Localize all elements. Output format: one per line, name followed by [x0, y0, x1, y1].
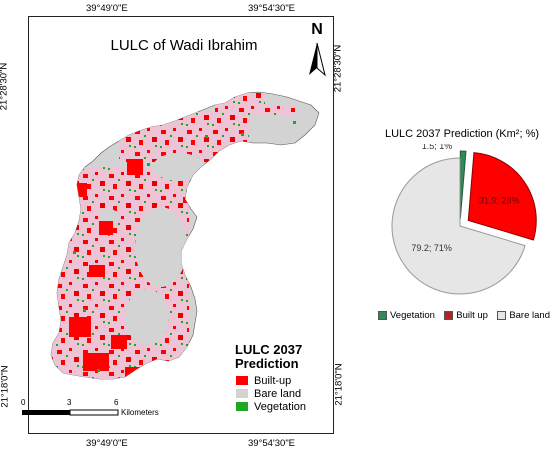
legend-item-vegetation: Vegetation	[235, 400, 333, 413]
bareland-swatch	[236, 389, 248, 398]
coord-top-left: 39°49'0"E	[86, 3, 128, 14]
scale-unit: Kilometers	[121, 408, 159, 417]
pie-legend-label-vegetation: Vegetation	[390, 310, 435, 321]
coord-bottom-right: 39°54'30"E	[248, 438, 296, 449]
coord-left-bottom: 21°18'0"N	[0, 365, 11, 408]
pie-slice-bare-land	[391, 157, 526, 295]
legend-item-bareland: Bare land	[235, 387, 333, 400]
map-title: LULC of Wadi Ibrahim	[110, 37, 258, 54]
map-legend: LULC 2037 Prediction Built-up Bare land …	[235, 343, 333, 413]
scale-tick-6: 6	[114, 398, 119, 407]
legend-label-vegetation: Vegetation	[254, 400, 306, 413]
pie-slice-vegetation	[459, 150, 467, 220]
scale-bar: 0 3 6 Kilometers	[21, 398, 191, 428]
pie-label-built-up: 31.9; 28%	[479, 195, 520, 205]
north-letter: N	[311, 21, 323, 38]
pie-legend-vegetation: Vegetation	[378, 310, 435, 321]
pie-legend-builtup: Built up	[444, 310, 488, 321]
pie-slice-built-up	[467, 152, 537, 241]
pie-legend-swatch-vegetation	[378, 311, 387, 320]
legend-label-bareland: Bare land	[254, 387, 302, 400]
pie-legend: Vegetation Built up Bare land	[378, 310, 550, 321]
coord-left-top: 21°28'30"N	[0, 62, 10, 111]
scale-tick-3: 3	[67, 398, 72, 407]
pie-legend-swatch-builtup	[444, 311, 454, 320]
coord-top-right: 39°54'30"E	[248, 3, 296, 14]
vegetation-swatch	[236, 402, 248, 411]
north-arrow-icon	[309, 42, 326, 77]
coord-bottom-left: 39°49'0"E	[86, 438, 128, 449]
legend-label-builtup: Built-up	[254, 374, 292, 387]
pie-label-vegetation: 1.5; 1%	[422, 144, 453, 151]
pie-label-bare-land: 79.2; 71%	[411, 243, 452, 253]
pie-legend-label-bareland: Bare land	[509, 310, 550, 321]
legend-title-line1: LULC 2037	[235, 342, 303, 357]
scale-tick-0: 0	[21, 398, 26, 407]
pie-legend-label-builtup: Built up	[456, 310, 488, 321]
north-arrow: N	[305, 21, 329, 79]
coord-right-bottom: 21°18'0"N	[333, 363, 345, 406]
pie-chart: 1.5; 1% 31.9; 28% 79.2; 71%	[391, 144, 537, 295]
builtup-swatch	[236, 376, 248, 385]
legend-item-builtup: Built-up	[235, 374, 333, 387]
pie-legend-swatch-bareland	[497, 311, 507, 320]
pie-title-text: LULC 2037 Prediction (Km²; %)	[384, 128, 540, 140]
pie-title: LULC 2037 Prediction (Km²; %)	[374, 128, 550, 140]
pie-legend-bareland: Bare land	[497, 310, 550, 321]
watershed-map	[50, 91, 320, 380]
map-frame: LULC of Wadi Ibrahim N	[21, 16, 334, 434]
scale-bar-graphic	[22, 409, 119, 416]
legend-title-line2: Prediction	[235, 356, 299, 371]
